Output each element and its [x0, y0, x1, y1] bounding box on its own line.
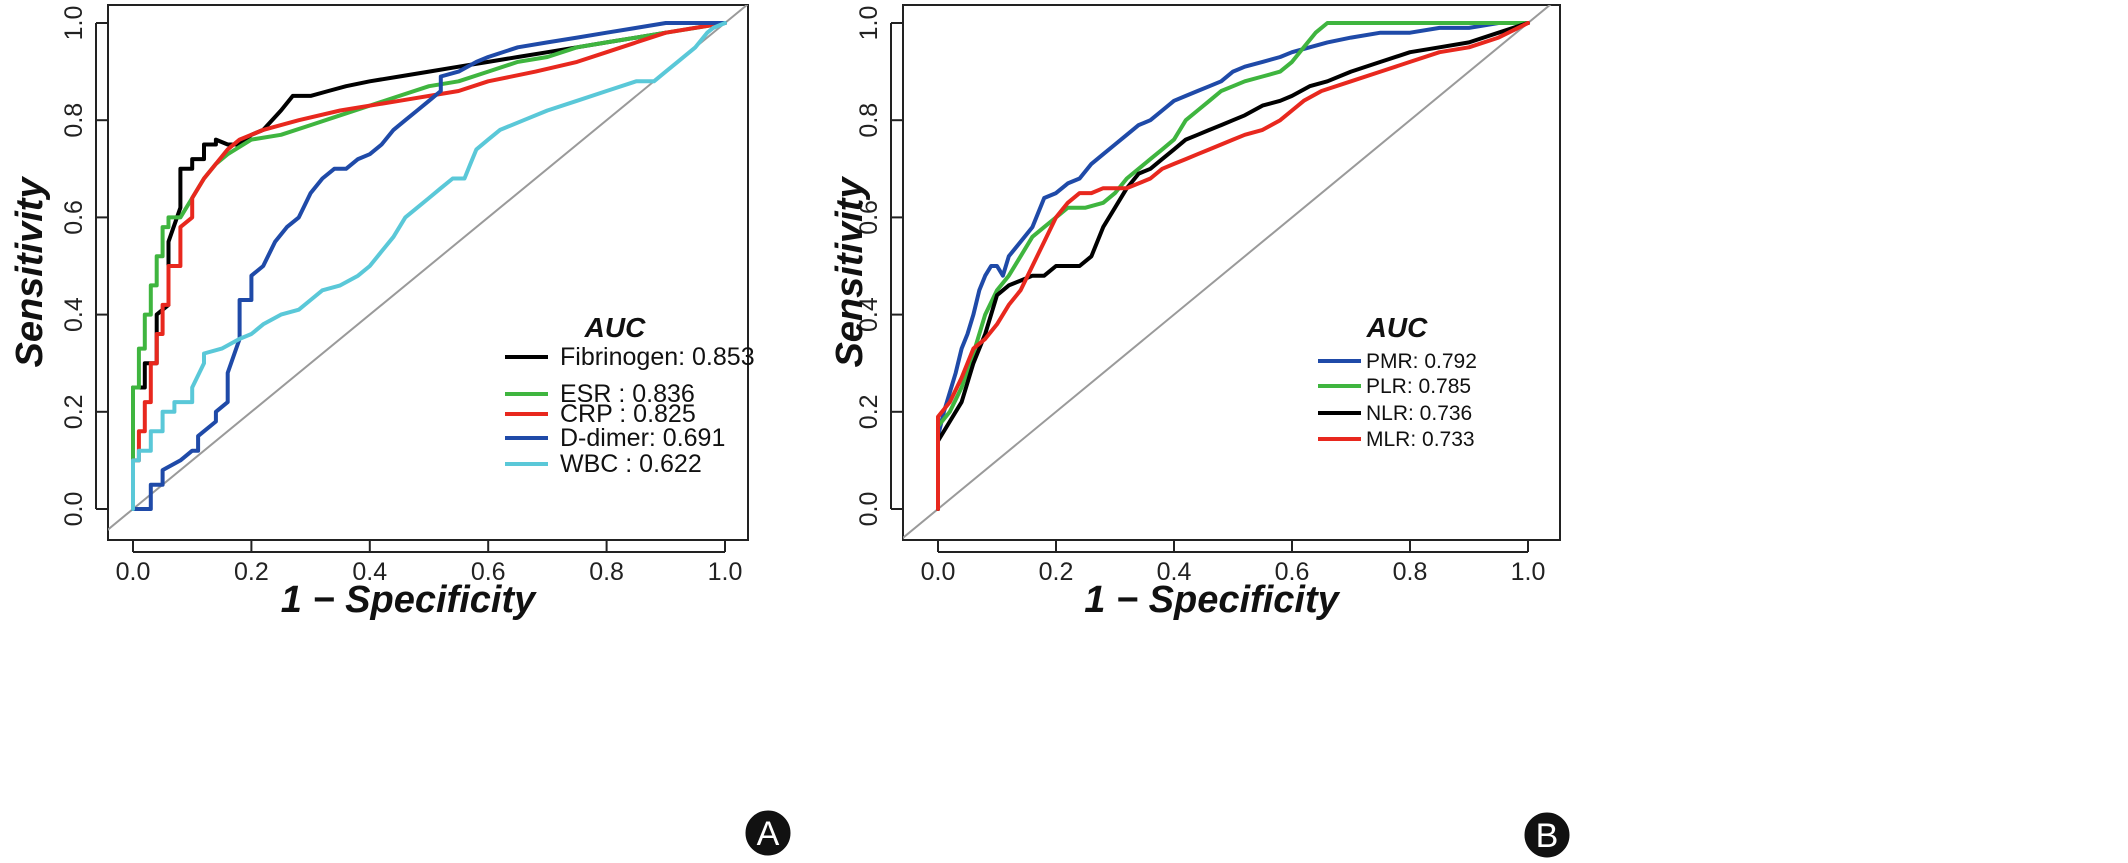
legend-series-name: PMR	[1366, 350, 1413, 373]
roc-curve-crp	[131, 21, 727, 511]
y-tick-label: 0.6	[60, 200, 88, 235]
y-axis-title: Sensitivity	[829, 176, 871, 368]
roc-curve-mlr	[936, 21, 1530, 511]
y-axis-title: Sensitivity	[9, 176, 51, 368]
legend-label: WBC : 0.622	[560, 450, 702, 478]
y-tick-label: 0.0	[60, 492, 88, 527]
legend-series-name: CRP	[560, 400, 612, 428]
y-tick-label: 0.2	[855, 394, 883, 429]
legend-auc-value: : 0.792	[1413, 350, 1477, 373]
legend-auc-value: : 0.733	[1410, 428, 1474, 451]
y-tick-label: 1.0	[855, 6, 883, 41]
roc-curve-d-dimer	[131, 21, 727, 511]
legend-label: MLR: 0.733	[1366, 428, 1475, 451]
x-tick-label: 0.4	[352, 558, 387, 586]
legend-label: Fibrinogen: 0.853	[560, 343, 755, 371]
legend-auc-value: : 0.622	[618, 450, 701, 478]
x-tick-label: 0.8	[589, 558, 624, 586]
y-tick-label: 1.0	[60, 6, 88, 41]
panel-label: B	[1536, 817, 1559, 855]
plot-frame	[902, 4, 1561, 541]
legend-series-name: NLR	[1366, 402, 1408, 425]
x-tick-label: 0.8	[1393, 558, 1428, 586]
legend-auc-value: : 0.825	[612, 400, 695, 428]
y-tick-label: 0.8	[855, 103, 883, 138]
x-axis-title: 1 − Specificity	[281, 579, 537, 621]
legend-label: NLR: 0.736	[1366, 402, 1472, 425]
reference-diagonal-line	[903, 5, 1552, 540]
legend-label: PMR: 0.792	[1366, 350, 1477, 373]
panel-label-badge: B	[1524, 812, 1570, 858]
legend-series-name: PLR	[1366, 375, 1407, 398]
roc-curve-plr	[936, 21, 1530, 511]
x-tick-label: 0.0	[921, 558, 956, 586]
roc-curve-pmr	[936, 21, 1530, 511]
panel-label: A	[757, 815, 780, 853]
plot-frame	[107, 4, 749, 541]
roc-curve-wbc	[131, 21, 727, 511]
badge-circle	[745, 810, 791, 856]
y-tick-label: 0.4	[855, 297, 883, 332]
legend-auc-value: : 0.836	[611, 380, 694, 408]
y-tick-label: 0.0	[855, 492, 883, 527]
legend-title: AUC	[584, 312, 646, 343]
roc-curves	[936, 21, 1530, 511]
legend-series-name: WBC	[560, 450, 618, 478]
legend-auc-value: : 0.853	[678, 343, 754, 371]
roc-curve-nlr	[936, 21, 1530, 511]
x-tick-label: 0.0	[116, 558, 151, 586]
legend-title: AUC	[1366, 312, 1428, 343]
roc-curves	[131, 21, 727, 511]
legend-series-name: D-dimer	[560, 424, 649, 452]
legend-label: ESR : 0.836	[560, 380, 695, 408]
x-tick-label: 0.2	[234, 558, 269, 586]
x-tick-label: 1.0	[1511, 558, 1546, 586]
legend-label: CRP : 0.825	[560, 400, 696, 428]
y-tick-label: 0.8	[60, 103, 88, 138]
legend-auc-value: : 0.785	[1407, 375, 1471, 398]
legend-series-name: ESR	[560, 380, 611, 408]
legend-series-name: Fibrinogen	[560, 343, 678, 371]
legend-label: D-dimer: 0.691	[560, 424, 725, 452]
legend-auc-value: : 0.736	[1408, 402, 1472, 425]
x-tick-label: 0.6	[1275, 558, 1310, 586]
badge-circle	[1524, 812, 1570, 858]
reference-diagonal-line	[108, 5, 748, 531]
y-tick-label: 0.4	[60, 297, 88, 332]
legend-series-name: MLR	[1366, 428, 1410, 451]
y-tick-label: 0.6	[855, 200, 883, 235]
x-tick-label: 0.2	[1039, 558, 1074, 586]
x-axis-title: 1 − Specificity	[1084, 579, 1340, 621]
panel-label-badge: A	[745, 810, 791, 856]
x-tick-label: 0.6	[471, 558, 506, 586]
x-tick-label: 0.4	[1157, 558, 1192, 586]
roc-panel-a: 0.0 0.2 0.4 0.6 0.8 1.0 0.0 0.2 0.4 0.6 0.8 1.0 1 − …	[9, 4, 791, 856]
roc-panel-b: 0.0 0.2 0.4 0.6 0.8 1.0 0.0 0.2 0.4 0.6 0.8 1.0 1 − …	[829, 4, 1570, 858]
legend-label: PLR: 0.785	[1366, 375, 1471, 398]
x-tick-label: 1.0	[708, 558, 743, 586]
y-tick-label: 0.2	[60, 394, 88, 429]
legend-auc-value: : 0.691	[649, 424, 725, 452]
